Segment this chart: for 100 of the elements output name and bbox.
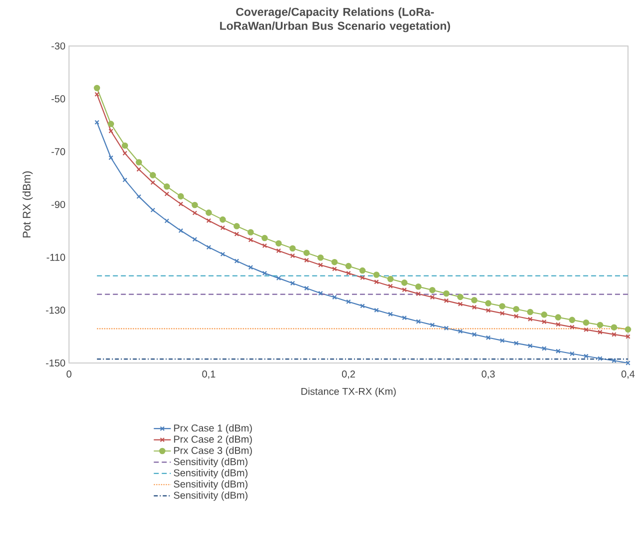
point [262, 243, 268, 248]
point [276, 248, 282, 254]
point [598, 330, 602, 334]
point [234, 258, 240, 264]
point [290, 253, 295, 258]
point [598, 356, 602, 361]
point [303, 250, 310, 256]
point [304, 286, 309, 291]
point [108, 128, 114, 134]
y-tick-label: -150 [46, 359, 66, 367]
point [360, 304, 365, 308]
point [584, 327, 588, 332]
point [514, 340, 519, 346]
point [374, 280, 379, 284]
point [178, 228, 184, 234]
point [458, 302, 463, 306]
point [206, 210, 212, 216]
point [276, 276, 282, 281]
point [108, 155, 114, 160]
point [220, 252, 226, 257]
point [471, 296, 478, 304]
x-tick-label: 0,4 [621, 370, 635, 379]
legend-label: Sensitivity (dBm) [174, 491, 248, 501]
point [346, 299, 351, 304]
point [108, 120, 114, 128]
point [136, 159, 142, 166]
legend-label: Sensitivity (dBm) [174, 480, 248, 490]
point [401, 280, 408, 286]
point [359, 267, 366, 274]
point [248, 229, 254, 236]
point [248, 264, 254, 270]
point [610, 324, 618, 330]
point [387, 276, 394, 282]
legend-label: Sensitivity (dBm) [174, 469, 248, 478]
point [568, 316, 576, 324]
point [178, 202, 184, 206]
point [332, 294, 337, 300]
point [458, 328, 463, 334]
point [556, 348, 561, 354]
point [192, 236, 198, 242]
point [528, 316, 533, 322]
point [290, 280, 295, 286]
x-tick-label: 0 [66, 370, 72, 378]
point [136, 194, 142, 199]
point [500, 310, 505, 316]
point [206, 218, 212, 223]
legend-label: Prx Case 2 (dBm) [174, 435, 252, 445]
point [612, 332, 616, 337]
point [289, 245, 296, 252]
point [430, 294, 435, 300]
point [192, 210, 198, 216]
point [554, 314, 562, 320]
x-axis-title: Distance TX-RX (Km) [301, 388, 396, 397]
y-tick-label: -50 [52, 95, 66, 102]
y-tick-label: -130 [46, 306, 66, 314]
point [388, 312, 393, 317]
point [541, 312, 548, 318]
point [94, 84, 100, 92]
point [500, 338, 505, 343]
point [150, 208, 156, 212]
point [122, 178, 128, 182]
point [150, 180, 156, 185]
y-tick-label: -90 [52, 200, 66, 208]
point [360, 275, 365, 280]
point [444, 326, 449, 331]
point [402, 287, 407, 292]
point [234, 223, 240, 230]
point [499, 303, 506, 310]
point [192, 202, 198, 208]
point [429, 286, 436, 294]
point [136, 166, 142, 172]
point [220, 216, 226, 223]
point [416, 319, 421, 324]
point [542, 346, 547, 351]
y-tick-label: -30 [52, 42, 66, 50]
point [542, 319, 547, 324]
x-tick-label: 0,3 [482, 370, 495, 379]
point [444, 298, 449, 304]
point [206, 244, 212, 250]
point [248, 238, 254, 242]
point [472, 304, 477, 310]
point [415, 284, 422, 290]
legend-label: Prx Case 1 (dBm) [174, 424, 252, 434]
point [443, 290, 450, 297]
point [164, 183, 170, 190]
point [457, 294, 464, 300]
point [513, 306, 520, 312]
point [317, 254, 324, 261]
y-axis-title: Pot RX (dBm) [22, 171, 33, 238]
point [514, 314, 519, 319]
legend-label: Prx Case 3 (dBm) [174, 446, 252, 456]
point [430, 322, 435, 328]
point [332, 266, 337, 272]
x-tick-label: 0,2 [342, 370, 355, 379]
point [262, 234, 268, 242]
point [234, 232, 240, 236]
point [262, 270, 268, 276]
point [486, 308, 491, 313]
point [402, 315, 407, 320]
point [485, 300, 492, 306]
